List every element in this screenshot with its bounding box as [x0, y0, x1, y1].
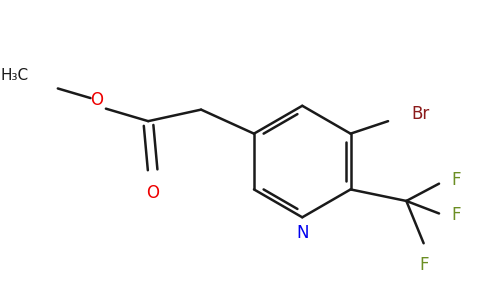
- Text: O: O: [90, 91, 103, 109]
- Text: H₃C: H₃C: [1, 68, 29, 82]
- Text: F: F: [419, 256, 428, 274]
- Text: F: F: [452, 171, 461, 189]
- Text: F: F: [452, 206, 461, 224]
- Text: N: N: [296, 224, 308, 242]
- Text: O: O: [147, 184, 160, 202]
- Text: Br: Br: [411, 105, 429, 123]
